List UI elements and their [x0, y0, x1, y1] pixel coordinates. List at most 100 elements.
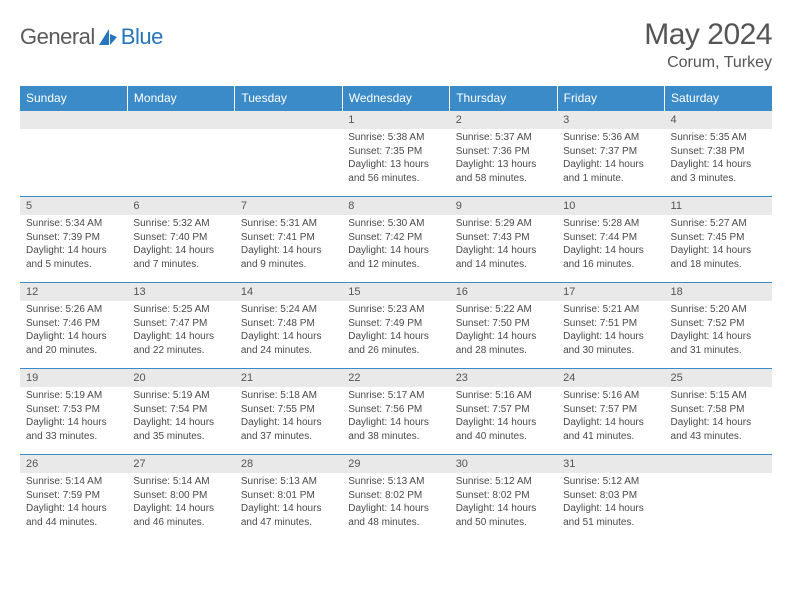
sunrise-text: Sunrise: 5:23 AM	[348, 303, 443, 317]
sunrise-text: Sunrise: 5:12 AM	[563, 475, 658, 489]
calendar-cell: 27Sunrise: 5:14 AMSunset: 8:00 PMDayligh…	[127, 455, 234, 541]
daylight-text: Daylight: 14 hours and 26 minutes.	[348, 330, 443, 357]
day-number: 30	[450, 455, 557, 473]
sunrise-text: Sunrise: 5:16 AM	[456, 389, 551, 403]
day-number: 14	[235, 283, 342, 301]
sunset-text: Sunset: 7:48 PM	[241, 317, 336, 331]
sunset-text: Sunset: 7:51 PM	[563, 317, 658, 331]
sunrise-text: Sunrise: 5:13 AM	[241, 475, 336, 489]
day-number: 27	[127, 455, 234, 473]
sunrise-text: Sunrise: 5:31 AM	[241, 217, 336, 231]
calendar-week: 5Sunrise: 5:34 AMSunset: 7:39 PMDaylight…	[20, 197, 772, 283]
day-header: Tuesday	[235, 86, 342, 111]
sunrise-text: Sunrise: 5:37 AM	[456, 131, 551, 145]
calendar-cell: 15 Sunrise: 5:23 AMSunset: 7:49 PMDayligh…	[342, 283, 449, 369]
sunset-text: Sunset: 8:03 PM	[563, 489, 658, 503]
day-content: Sunrise: 5:27 AMSunset: 7:45 PMDaylight:…	[665, 215, 772, 275]
sunrise-text: Sunrise: 5:32 AM	[133, 217, 228, 231]
sunset-text: Sunset: 7:37 PM	[563, 145, 658, 159]
daylight-text: Daylight: 14 hours and 33 minutes.	[26, 416, 121, 443]
sunset-text: Sunset: 7:59 PM	[26, 489, 121, 503]
day-content: Sunrise: 5:24 AMSunset: 7:48 PMDaylight:…	[235, 301, 342, 361]
day-number: 22	[342, 369, 449, 387]
sunset-text: Sunset: 7:43 PM	[456, 231, 551, 245]
daylight-text: Daylight: 13 hours and 56 minutes.	[348, 158, 443, 185]
sunset-text: Sunset: 7:39 PM	[26, 231, 121, 245]
sunset-text: Sunset: 7:56 PM	[348, 403, 443, 417]
sunrise-text: Sunrise: 5:15 AM	[671, 389, 766, 403]
daylight-text: Daylight: 13 hours and 58 minutes.	[456, 158, 551, 185]
sunrise-text: Sunrise: 5:22 AM	[456, 303, 551, 317]
header: General Blue May 2024 Corum, Turkey	[20, 18, 772, 72]
daylight-text: Daylight: 14 hours and 7 minutes.	[133, 244, 228, 271]
daylight-text: Daylight: 14 hours and 41 minutes.	[563, 416, 658, 443]
day-number: 1	[342, 111, 449, 129]
day-number: 2	[450, 111, 557, 129]
calendar-cell: 29Sunrise: 5:13 AMSunset: 8:02 PMDayligh…	[342, 455, 449, 541]
sunrise-text: Sunrise: 5:35 AM	[671, 131, 766, 145]
sunrise-text: Sunrise: 5:38 AM	[348, 131, 443, 145]
daylight-text: Daylight: 14 hours and 24 minutes.	[241, 330, 336, 357]
calendar-cell: 4Sunrise: 5:35 AMSunset: 7:38 PMDaylight…	[665, 111, 772, 197]
daylight-text: Daylight: 14 hours and 1 minute.	[563, 158, 658, 185]
calendar-cell: 7Sunrise: 5:31 AMSunset: 7:41 PMDaylight…	[235, 197, 342, 283]
daylight-text: Daylight: 14 hours and 50 minutes.	[456, 502, 551, 529]
calendar-cell: 18Sunrise: 5:20 AMSunset: 7:52 PMDayligh…	[665, 283, 772, 369]
sunset-text: Sunset: 7:55 PM	[241, 403, 336, 417]
sunrise-text: Sunrise: 5:13 AM	[348, 475, 443, 489]
day-content: Sunrise: 5:34 AMSunset: 7:39 PMDaylight:…	[20, 215, 127, 275]
daylight-text: Daylight: 14 hours and 12 minutes.	[348, 244, 443, 271]
sunset-text: Sunset: 7:36 PM	[456, 145, 551, 159]
sunset-text: Sunset: 7:57 PM	[456, 403, 551, 417]
logo-sail-icon	[97, 27, 119, 47]
day-number: 3	[557, 111, 664, 129]
day-number: 15	[342, 283, 449, 301]
sunrise-text: Sunrise: 5:28 AM	[563, 217, 658, 231]
day-number: 28	[235, 455, 342, 473]
sunset-text: Sunset: 7:57 PM	[563, 403, 658, 417]
sunset-text: Sunset: 7:49 PM	[348, 317, 443, 331]
day-content: Sunrise: 5:37 AMSunset: 7:36 PMDaylight:…	[450, 129, 557, 189]
calendar-cell: 13Sunrise: 5:25 AMSunset: 7:47 PMDayligh…	[127, 283, 234, 369]
sunrise-text: Sunrise: 5:18 AM	[241, 389, 336, 403]
sunset-text: Sunset: 8:01 PM	[241, 489, 336, 503]
day-number: 13	[127, 283, 234, 301]
sunset-text: Sunset: 7:41 PM	[241, 231, 336, 245]
daylight-text: Daylight: 14 hours and 35 minutes.	[133, 416, 228, 443]
sunset-text: Sunset: 7:50 PM	[456, 317, 551, 331]
daylight-text: Daylight: 14 hours and 46 minutes.	[133, 502, 228, 529]
daylight-text: Daylight: 14 hours and 30 minutes.	[563, 330, 658, 357]
daylight-text: Daylight: 14 hours and 44 minutes.	[26, 502, 121, 529]
daylight-text: Daylight: 14 hours and 3 minutes.	[671, 158, 766, 185]
calendar-week: 19Sunrise: 5:19 AMSunset: 7:53 PMDayligh…	[20, 369, 772, 455]
day-content: Sunrise: 5:30 AMSunset: 7:42 PMDaylight:…	[342, 215, 449, 275]
day-content: Sunrise: 5:21 AMSunset: 7:51 PMDaylight:…	[557, 301, 664, 361]
day-content: Sunrise: 5:26 AMSunset: 7:46 PMDaylight:…	[20, 301, 127, 361]
day-content: Sunrise: 5:12 AMSunset: 8:03 PMDaylight:…	[557, 473, 664, 533]
day-content: Sunrise: 5:15 AMSunset: 7:58 PMDaylight:…	[665, 387, 772, 447]
sunset-text: Sunset: 7:47 PM	[133, 317, 228, 331]
daylight-text: Daylight: 14 hours and 31 minutes.	[671, 330, 766, 357]
day-header: Sunday	[20, 86, 127, 111]
daylight-text: Daylight: 14 hours and 37 minutes.	[241, 416, 336, 443]
calendar-cell: 1Sunrise: 5:38 AMSunset: 7:35 PMDaylight…	[342, 111, 449, 197]
day-number: 31	[557, 455, 664, 473]
day-content: Sunrise: 5:19 AMSunset: 7:54 PMDaylight:…	[127, 387, 234, 447]
daylight-text: Daylight: 14 hours and 20 minutes.	[26, 330, 121, 357]
sunrise-text: Sunrise: 5:36 AM	[563, 131, 658, 145]
sunrise-text: Sunrise: 5:21 AM	[563, 303, 658, 317]
day-content: Sunrise: 5:12 AMSunset: 8:02 PMDaylight:…	[450, 473, 557, 533]
sunrise-text: Sunrise: 5:12 AM	[456, 475, 551, 489]
daylight-text: Daylight: 14 hours and 38 minutes.	[348, 416, 443, 443]
day-content: Sunrise: 5:22 AMSunset: 7:50 PMDaylight:…	[450, 301, 557, 361]
month-year: May 2024	[644, 18, 772, 52]
calendar-cell: 10Sunrise: 5:28 AMSunset: 7:44 PMDayligh…	[557, 197, 664, 283]
calendar-cell: 28Sunrise: 5:13 AMSunset: 8:01 PMDayligh…	[235, 455, 342, 541]
calendar-cell: 31Sunrise: 5:12 AMSunset: 8:03 PMDayligh…	[557, 455, 664, 541]
title-block: May 2024 Corum, Turkey	[644, 18, 772, 72]
day-number: 9	[450, 197, 557, 215]
day-content: Sunrise: 5:16 AMSunset: 7:57 PMDaylight:…	[450, 387, 557, 447]
sunset-text: Sunset: 7:38 PM	[671, 145, 766, 159]
day-content: Sunrise: 5:19 AMSunset: 7:53 PMDaylight:…	[20, 387, 127, 447]
daylight-text: Daylight: 14 hours and 9 minutes.	[241, 244, 336, 271]
